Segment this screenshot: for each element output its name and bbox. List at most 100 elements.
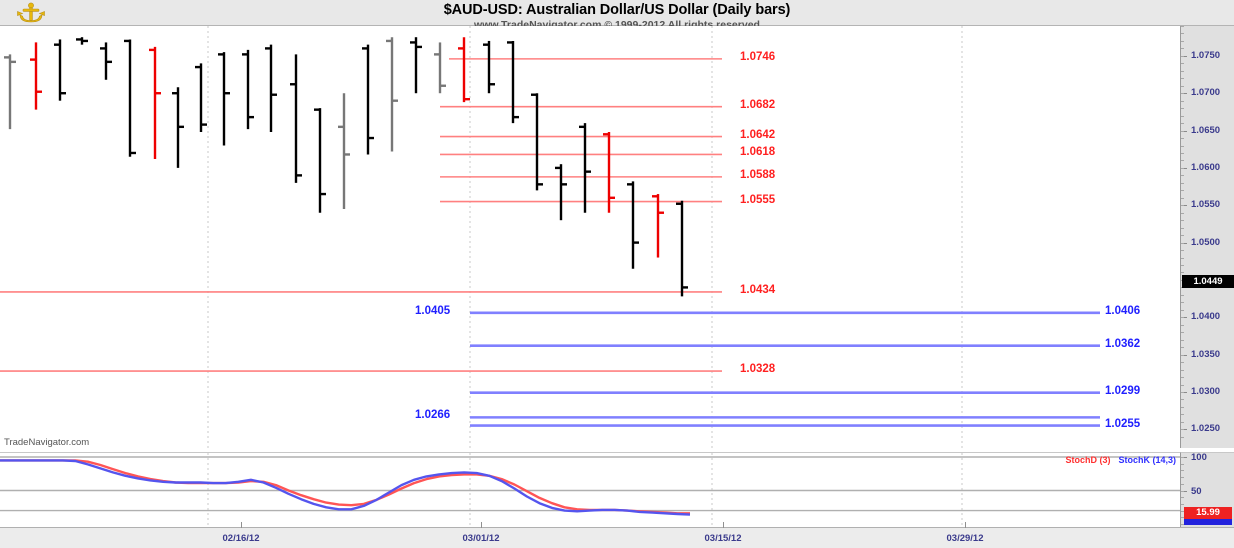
axis-tick	[1181, 55, 1187, 57]
ohlc-bar[interactable]	[172, 87, 184, 168]
anchor-icon	[17, 2, 45, 23]
axis-tick-minor	[1181, 33, 1184, 35]
date-axis-tick	[481, 522, 482, 528]
price-plot	[0, 26, 1100, 448]
ohlc-bar[interactable]	[483, 40, 495, 94]
page-title: $AUD-USD: Australian Dollar/US Dollar (D…	[443, 2, 791, 18]
ohlc-bar[interactable]	[434, 42, 446, 94]
stoch-k-value-marker	[1184, 519, 1232, 526]
ohlc-bar[interactable]	[627, 181, 639, 269]
axis-tick	[1181, 130, 1187, 132]
stoch-axis-label: 100	[1191, 452, 1207, 463]
axis-tick-minor	[1181, 197, 1184, 199]
axis-tick-minor	[1181, 175, 1184, 177]
axis-tick-minor	[1181, 108, 1184, 110]
ohlc-bar[interactable]	[676, 200, 688, 297]
ohlc-bar[interactable]	[458, 37, 470, 103]
ohlc-bar[interactable]	[555, 164, 567, 221]
price-axis-label: 1.0250	[1191, 423, 1221, 435]
date-axis[interactable]: 02/16/12 03/01/12 03/15/12 03/29/12	[0, 522, 1234, 548]
ohlc-bar[interactable]	[195, 63, 207, 133]
date-axis-label: 03/29/12	[946, 533, 984, 544]
resistance-label-1.0746: 1.0746	[740, 50, 776, 63]
support-label-right-1.0362: 1.0362	[1105, 337, 1141, 350]
ohlc-bar[interactable]	[579, 123, 591, 213]
ohlc-bar[interactable]	[76, 37, 88, 45]
axis-tick-minor	[1181, 302, 1184, 304]
axis-tick-minor	[1181, 250, 1184, 252]
axis-tick-minor	[1181, 287, 1184, 289]
axis-tick-minor	[1181, 354, 1184, 356]
axis-tick	[1181, 167, 1187, 169]
axis-tick-minor	[1181, 517, 1184, 519]
price-axis[interactable]: 1.0750 1.0700 1.0650 1.0600 1.0550 1.0500 1.04…	[1180, 26, 1234, 448]
axis-tick-minor	[1181, 470, 1184, 472]
axis-tick-minor	[1181, 85, 1184, 87]
axis-tick-minor	[1181, 406, 1184, 408]
axis-tick-minor	[1181, 220, 1184, 222]
ohlc-bar[interactable]	[54, 39, 66, 101]
axis-tick-minor	[1181, 524, 1184, 525]
ohlc-bar[interactable]	[100, 42, 112, 80]
ohlc-bar[interactable]	[149, 46, 161, 159]
ohlc-bar[interactable]	[218, 52, 230, 146]
date-axis-label: 03/01/12	[462, 533, 500, 544]
stochastic-pane[interactable]	[0, 452, 1180, 528]
stoch-series-stochk	[0, 459, 691, 516]
stochastic-axis[interactable]: 100 50 15.99	[1180, 452, 1234, 527]
axis-tick-minor	[1181, 377, 1184, 379]
axis-tick-minor	[1181, 55, 1184, 57]
ohlc-bar[interactable]	[124, 39, 136, 157]
price-chart-pane[interactable]	[0, 26, 1180, 448]
axis-tick-minor	[1181, 205, 1184, 207]
ohlc-bar[interactable]	[362, 44, 374, 155]
axis-tick-minor	[1181, 272, 1184, 274]
ohlc-bar[interactable]	[410, 37, 422, 94]
axis-tick-minor	[1181, 309, 1184, 311]
axis-tick-minor	[1181, 399, 1184, 401]
axis-tick-minor	[1181, 463, 1184, 465]
axis-tick	[1181, 205, 1187, 207]
axis-tick-minor	[1181, 391, 1184, 393]
ohlc-bar[interactable]	[603, 132, 615, 213]
ohlc-bar[interactable]	[507, 40, 519, 124]
axis-tick-minor	[1181, 190, 1184, 192]
axis-tick-minor	[1181, 242, 1184, 244]
axis-tick-minor	[1181, 40, 1184, 42]
ohlc-bar[interactable]	[4, 54, 16, 130]
axis-tick-minor	[1181, 100, 1184, 102]
resistance-label-1.0555: 1.0555	[740, 193, 776, 206]
ohlc-bar[interactable]	[338, 93, 350, 209]
axis-tick-minor	[1181, 414, 1184, 416]
watermark: TradeNavigator.com	[4, 437, 90, 448]
ohlc-bar[interactable]	[652, 194, 664, 258]
resistance-label-1.0642: 1.0642	[740, 128, 776, 141]
date-axis-label: 02/16/12	[222, 533, 260, 544]
axis-tick-minor	[1181, 212, 1184, 214]
price-axis-label: 1.0750	[1191, 49, 1221, 61]
axis-tick-minor	[1181, 339, 1184, 341]
axis-tick-minor	[1181, 78, 1184, 80]
support-label-left-1.0266: 1.0266	[415, 409, 451, 422]
axis-tick-minor	[1181, 317, 1184, 319]
price-axis-label: 1.0550	[1191, 199, 1221, 211]
date-axis-tick	[241, 522, 242, 528]
axis-tick-minor	[1181, 347, 1184, 349]
axis-tick-minor	[1181, 63, 1184, 65]
ohlc-bar[interactable]	[314, 108, 326, 213]
axis-tick-minor	[1181, 457, 1184, 458]
ohlc-bar[interactable]	[265, 44, 277, 133]
ohlc-bar[interactable]	[531, 93, 543, 191]
axis-tick-minor	[1181, 26, 1184, 27]
price-axis-label: 1.0500	[1191, 236, 1221, 248]
ohlc-bar[interactable]	[290, 54, 302, 183]
resistance-label-1.0588: 1.0588	[740, 168, 776, 181]
ohlc-bar[interactable]	[242, 49, 254, 130]
ohlc-bar[interactable]	[30, 42, 42, 110]
date-axis-tick	[723, 522, 724, 528]
stoch-value-marker: 15.99	[1184, 507, 1232, 520]
ohlc-bar[interactable]	[386, 37, 398, 152]
date-axis-tick	[965, 522, 966, 528]
resistance-label-1.0682: 1.0682	[740, 98, 776, 111]
axis-tick-minor	[1181, 257, 1184, 259]
